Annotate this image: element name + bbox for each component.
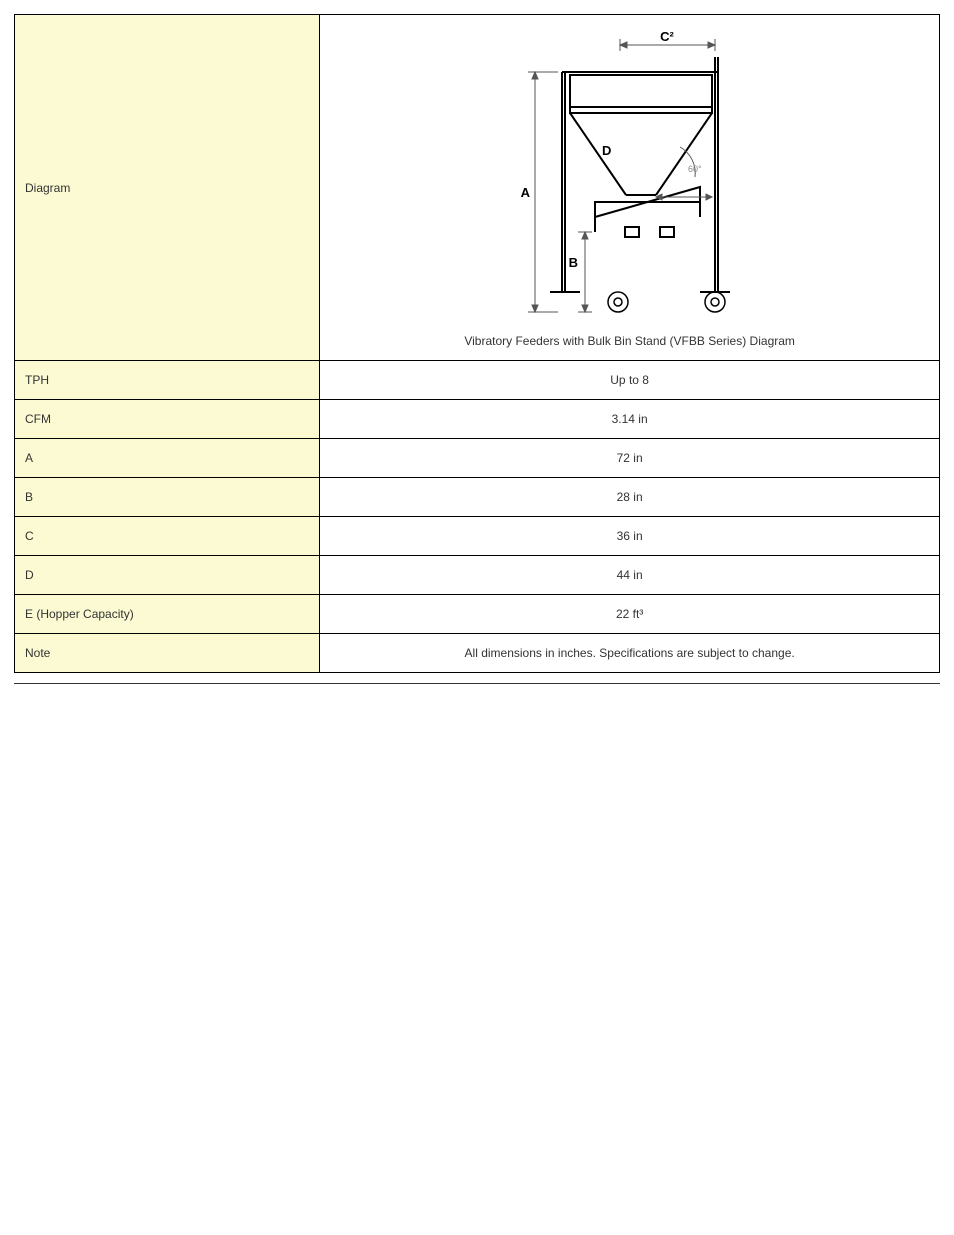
dim-label-a: A bbox=[520, 185, 530, 200]
row-diagram: Diagram C² bbox=[15, 15, 940, 361]
row-note: Note All dimensions in inches. Specifica… bbox=[15, 634, 940, 673]
value-cfm: 3.14 in bbox=[320, 400, 940, 439]
value-d: 44 in bbox=[320, 556, 940, 595]
feeder-diagram: C² bbox=[500, 27, 760, 317]
dim-label-b: B bbox=[568, 255, 577, 270]
dim-label-d: D bbox=[602, 143, 611, 158]
label-note: Note bbox=[15, 634, 320, 673]
footer-rule bbox=[14, 683, 940, 684]
label-b: B bbox=[15, 478, 320, 517]
diagram-cell: C² bbox=[320, 15, 940, 361]
label-cfm: CFM bbox=[15, 400, 320, 439]
row-tph: TPH Up to 8 bbox=[15, 361, 940, 400]
dim-label-angle: 60° bbox=[688, 164, 702, 174]
diagram-caption: Vibratory Feeders with Bulk Bin Stand (V… bbox=[330, 334, 929, 348]
label-a: A bbox=[15, 439, 320, 478]
value-note: All dimensions in inches. Specifications… bbox=[320, 634, 940, 673]
label-diagram: Diagram bbox=[15, 15, 320, 361]
spec-table: Diagram C² bbox=[14, 14, 940, 673]
row-a: A 72 in bbox=[15, 439, 940, 478]
value-b: 28 in bbox=[320, 478, 940, 517]
label-e: E (Hopper Capacity) bbox=[15, 595, 320, 634]
row-d: D 44 in bbox=[15, 556, 940, 595]
label-d: D bbox=[15, 556, 320, 595]
label-c: C bbox=[15, 517, 320, 556]
label-tph: TPH bbox=[15, 361, 320, 400]
row-c: C 36 in bbox=[15, 517, 940, 556]
row-b: B 28 in bbox=[15, 478, 940, 517]
value-e: 22 ft³ bbox=[320, 595, 940, 634]
value-a: 72 in bbox=[320, 439, 940, 478]
row-cfm: CFM 3.14 in bbox=[15, 400, 940, 439]
dim-label-c: C² bbox=[660, 29, 674, 44]
value-c: 36 in bbox=[320, 517, 940, 556]
value-tph: Up to 8 bbox=[320, 361, 940, 400]
diagram-svg-wrap: C² bbox=[500, 27, 760, 320]
row-e: E (Hopper Capacity) 22 ft³ bbox=[15, 595, 940, 634]
